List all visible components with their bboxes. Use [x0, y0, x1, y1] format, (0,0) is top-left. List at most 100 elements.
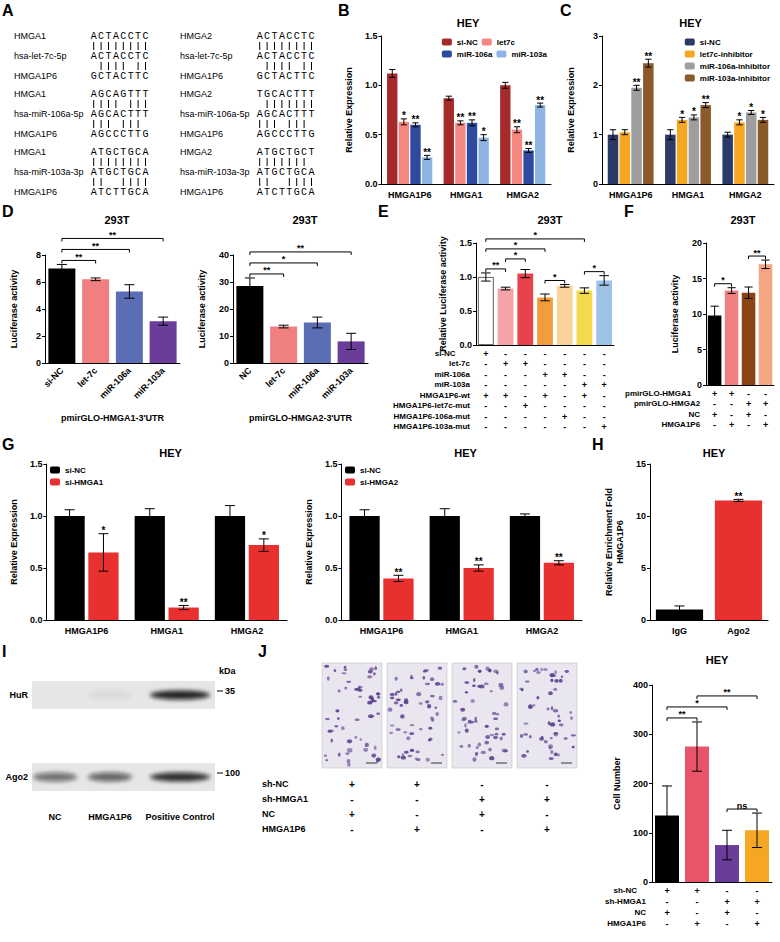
svg-text:T: T [142, 109, 148, 120]
svg-text:HMGA2: HMGA2 [526, 626, 559, 636]
svg-text:0: 0 [36, 358, 41, 368]
svg-text:0: 0 [643, 877, 648, 887]
svg-text:-: - [603, 349, 606, 359]
svg-text:-: - [544, 380, 547, 390]
svg-text:+: + [724, 897, 729, 907]
svg-text:C: C [286, 51, 292, 62]
svg-text:A: A [91, 129, 97, 140]
svg-text:1.5: 1.5 [325, 459, 338, 469]
svg-text:**: ** [754, 248, 762, 258]
svg-text:**: ** [180, 597, 188, 608]
svg-text:sh-NC: sh-NC [614, 886, 638, 895]
svg-text:+: + [542, 391, 547, 401]
svg-text:T: T [308, 89, 314, 100]
svg-text:HMGA1: HMGA1 [672, 190, 705, 200]
svg-text:-: - [524, 380, 527, 390]
svg-text:+: + [503, 391, 508, 401]
svg-text:G: G [105, 147, 111, 158]
svg-text:pmirGLO-HMGA1: pmirGLO-HMGA1 [625, 389, 692, 398]
svg-text:-: - [504, 370, 507, 380]
svg-text:G: G [264, 129, 270, 140]
svg-text:miR-106a: miR-106a [457, 50, 493, 59]
svg-text:+: + [729, 389, 734, 399]
svg-text:Cell Number: Cell Number [612, 756, 622, 810]
svg-text:+: + [754, 897, 759, 907]
svg-text:A: A [257, 187, 263, 198]
svg-text:1.5: 1.5 [459, 238, 472, 248]
svg-text:-: - [726, 919, 729, 929]
svg-text:A: A [257, 129, 263, 140]
svg-text:A: A [113, 89, 119, 100]
svg-text:Ago2: Ago2 [6, 772, 29, 782]
svg-text:293T: 293T [292, 214, 317, 226]
svg-text:C: C [142, 51, 148, 62]
svg-text:si-NC: si-NC [42, 365, 66, 389]
svg-text:**: ** [644, 51, 652, 62]
svg-text:**: ** [702, 94, 710, 105]
svg-text:0: 0 [224, 358, 229, 368]
svg-text:pmirGLO-HMGA2: pmirGLO-HMGA2 [634, 399, 701, 408]
svg-text:T: T [286, 187, 292, 198]
svg-text:-: - [603, 401, 606, 411]
svg-text:-: - [504, 422, 507, 432]
svg-text:HMGA1P6-106a-mut: HMGA1P6-106a-mut [394, 412, 471, 421]
svg-text:C: C [308, 31, 314, 42]
svg-text:+: + [602, 380, 607, 390]
svg-text:A: A [91, 51, 97, 62]
svg-text:**: ** [492, 260, 500, 270]
svg-text:Ago2: Ago2 [727, 626, 750, 636]
svg-text:100: 100 [225, 768, 240, 778]
svg-text:0: 0 [593, 179, 598, 189]
svg-text:-: - [747, 389, 750, 399]
svg-text:A: A [113, 109, 119, 120]
svg-text:C: C [120, 31, 126, 42]
svg-text:T: T [135, 51, 141, 62]
svg-text:T: T [120, 187, 126, 198]
svg-text:C: C [113, 167, 119, 178]
svg-text:-: - [563, 401, 566, 411]
svg-text:+: + [349, 809, 355, 820]
svg-text:C: C [105, 187, 111, 198]
svg-text:**: ** [735, 491, 743, 502]
svg-text:-: - [764, 410, 767, 420]
svg-text:**: ** [555, 552, 563, 563]
svg-text:A: A [257, 31, 263, 42]
svg-text:Luciferase activity: Luciferase activity [670, 275, 680, 354]
svg-text:T: T [113, 187, 119, 198]
svg-text:C: C [98, 51, 104, 62]
svg-text:hsa-miR-103a-3p: hsa-miR-103a-3p [180, 167, 250, 177]
svg-text:miR-106a: miR-106a [286, 365, 322, 401]
svg-text:HMGA1P6-103a-mut: HMGA1P6-103a-mut [394, 422, 471, 431]
svg-text:0.0: 0.0 [30, 615, 43, 625]
svg-text:let7c-inhibitor: let7c-inhibitor [700, 50, 753, 59]
svg-text:Relative Luciferase activity: Relative Luciferase activity [438, 236, 448, 352]
svg-text:-: - [563, 391, 566, 401]
svg-text:+: + [729, 420, 734, 430]
svg-text:miR-106a: miR-106a [434, 370, 470, 379]
svg-text:C: C [120, 51, 126, 62]
svg-text:C: C [294, 51, 300, 62]
svg-text:C: C [271, 187, 277, 198]
svg-text:T: T [264, 147, 270, 158]
svg-text:T: T [308, 147, 314, 158]
svg-text:+: + [414, 779, 420, 790]
svg-text:*: * [692, 106, 696, 117]
svg-text:-: - [583, 422, 586, 432]
svg-text:**: ** [633, 77, 641, 88]
svg-text:-: - [747, 420, 750, 430]
svg-text:HMGA2: HMGA2 [180, 31, 212, 41]
svg-text:**: ** [423, 147, 431, 158]
svg-text:**: ** [92, 241, 100, 251]
svg-text:Positive Control: Positive Control [145, 812, 214, 822]
svg-text:T: T [294, 129, 300, 140]
svg-text:**: ** [468, 111, 476, 122]
svg-text:-: - [504, 349, 507, 359]
svg-text:-: - [504, 380, 507, 390]
svg-text:T: T [301, 109, 307, 120]
svg-text:8: 8 [36, 250, 41, 260]
svg-text:HMGA2: HMGA2 [506, 190, 539, 200]
svg-text:C: C [279, 129, 285, 140]
svg-text:T: T [135, 31, 141, 42]
svg-text:-: - [504, 412, 507, 422]
svg-text:*: * [680, 109, 684, 120]
